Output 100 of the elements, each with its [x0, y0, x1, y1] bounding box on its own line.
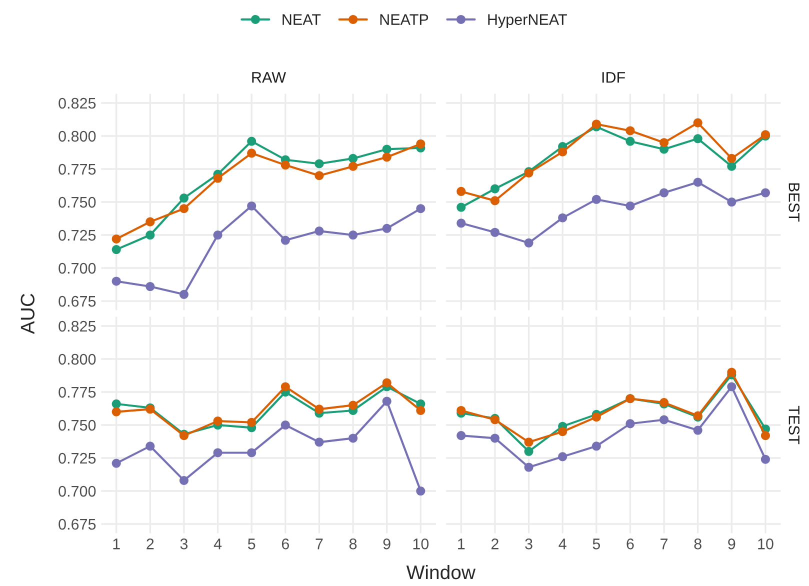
- point: [247, 201, 256, 210]
- point: [146, 217, 155, 226]
- point: [179, 194, 188, 203]
- point: [490, 434, 500, 443]
- point: [760, 431, 770, 440]
- point: [416, 486, 426, 496]
- y-tick-label: 0.825: [58, 320, 96, 332]
- point: [416, 139, 426, 148]
- point: [456, 406, 466, 415]
- y-tick-label: 0.725: [58, 452, 96, 464]
- point: [660, 138, 669, 148]
- chart-title: IDF: [602, 72, 625, 83]
- point: [314, 171, 324, 180]
- point: [348, 154, 358, 163]
- point: [179, 204, 188, 214]
- point: [213, 174, 222, 183]
- legend-label: HyperNEAT: [488, 14, 567, 28]
- y-tick-label: 0.800: [58, 130, 96, 142]
- y-tick-label: 0.700: [58, 486, 96, 497]
- x-tick-label: 5: [248, 538, 256, 550]
- x-tick-label: 7: [316, 538, 323, 550]
- x-tick-label: 1: [458, 538, 465, 550]
- point: [179, 290, 188, 299]
- point: [382, 378, 392, 388]
- point: [524, 438, 534, 447]
- point: [146, 282, 155, 292]
- point: [247, 448, 256, 458]
- x-tick-label: 5: [592, 538, 600, 550]
- x-tick-label: 8: [349, 538, 357, 550]
- point: [693, 118, 702, 128]
- point: [314, 404, 324, 414]
- point: [693, 134, 702, 144]
- point: [348, 230, 358, 240]
- point: [456, 218, 466, 228]
- point: [558, 452, 568, 462]
- x-tick-label: 10: [413, 538, 429, 550]
- y-axis-title: AUC: [20, 294, 35, 334]
- point: [490, 228, 500, 237]
- point: [524, 238, 534, 248]
- legend-label: NEATP: [380, 14, 428, 25]
- x-tick-label: 6: [282, 538, 289, 550]
- point: [660, 415, 669, 424]
- y-tick-label: 0.675: [58, 518, 96, 530]
- point: [626, 126, 635, 136]
- x-tick-label: 4: [558, 538, 566, 550]
- x-tick-label: 2: [146, 538, 154, 550]
- x-tick-label: 2: [491, 538, 498, 550]
- point: [626, 419, 635, 428]
- point: [280, 160, 290, 170]
- point: [348, 434, 358, 443]
- point: [490, 196, 500, 206]
- y-tick-label: 0.750: [58, 196, 96, 208]
- y-tick-label: 0.800: [58, 354, 96, 365]
- point: [112, 245, 121, 254]
- point: [760, 454, 770, 464]
- x-tick-label: 3: [180, 538, 188, 550]
- x-tick-label: 9: [383, 538, 390, 550]
- point: [247, 136, 256, 146]
- point: [456, 202, 466, 212]
- x-tick-label: 10: [758, 538, 774, 550]
- point: [213, 230, 222, 240]
- point: [592, 442, 601, 451]
- x-tick-label: 9: [728, 538, 736, 550]
- point: [524, 446, 534, 456]
- point: [382, 224, 392, 233]
- point: [416, 406, 426, 415]
- point: [382, 152, 392, 162]
- legend-label: NEAT: [282, 14, 321, 25]
- x-tick-label: 1: [113, 538, 120, 550]
- point: [280, 236, 290, 245]
- point: [660, 188, 669, 198]
- point: [456, 186, 466, 196]
- y-tick-label: 0.675: [58, 296, 96, 307]
- point: [626, 136, 635, 146]
- point: [213, 416, 222, 426]
- point: [760, 188, 770, 198]
- point: [247, 418, 256, 427]
- point: [348, 162, 358, 171]
- point: [592, 120, 601, 129]
- point: [558, 213, 568, 222]
- y-tick-label: 0.825: [58, 98, 96, 109]
- point: [524, 462, 534, 472]
- point: [592, 194, 601, 204]
- point: [416, 204, 426, 214]
- point: [382, 144, 392, 154]
- point: [112, 458, 121, 468]
- point: [146, 230, 155, 240]
- point: [727, 368, 736, 377]
- point: [348, 400, 358, 410]
- y-tick-label: 0.775: [58, 386, 96, 398]
- point: [112, 234, 121, 244]
- point: [490, 184, 500, 194]
- point: [280, 420, 290, 430]
- chart-title: RAW: [252, 72, 286, 83]
- y-tick-label: 0.700: [58, 262, 96, 274]
- point: [727, 382, 736, 392]
- x-axis-title: Window: [406, 564, 476, 580]
- point: [314, 226, 324, 236]
- point: [693, 178, 702, 187]
- point: [314, 438, 324, 447]
